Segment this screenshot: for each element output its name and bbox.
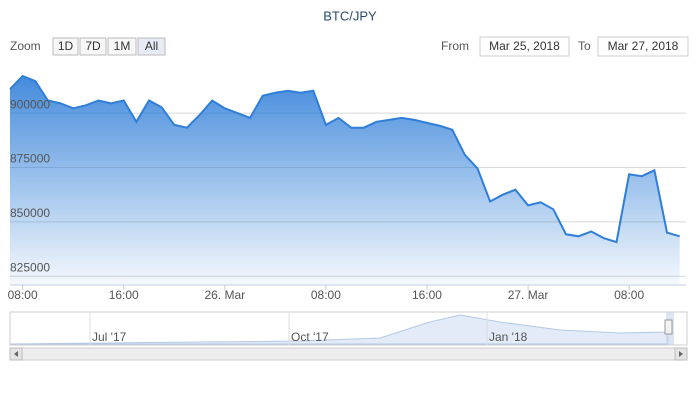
x-tick-label: 16:00 bbox=[109, 288, 139, 302]
scrollbar[interactable] bbox=[9, 347, 688, 361]
x-tick-label: 08:00 bbox=[311, 288, 341, 302]
range-button-label[interactable]: 7D bbox=[85, 39, 101, 53]
from-label: From bbox=[441, 39, 469, 53]
x-tick-label: 26. Mar bbox=[204, 288, 245, 302]
navigator-label: Jul '17 bbox=[92, 330, 127, 344]
series-line bbox=[9, 74, 680, 244]
x-tick-label: 08:00 bbox=[614, 288, 644, 302]
to-label: To bbox=[578, 39, 591, 53]
arrow bbox=[14, 351, 18, 357]
range-button-label[interactable]: All bbox=[145, 39, 158, 53]
navigator-label: Oct '17 bbox=[291, 330, 329, 344]
from-value[interactable]: Mar 25, 2018 bbox=[489, 39, 560, 53]
range-button[interactable]: 1M bbox=[107, 37, 137, 56]
x-tick-label: 27. Mar bbox=[508, 288, 549, 302]
range-button[interactable]: All bbox=[137, 37, 166, 56]
y-tick-label: 850000 bbox=[10, 206, 50, 220]
navigator-handle[interactable] bbox=[664, 319, 673, 335]
chart-title: BTC/JPY bbox=[323, 8, 377, 23]
navigator-label: Jan '18 bbox=[489, 330, 528, 344]
plot-area: 825000 850000 875000 900000 08:00 16:00 26. Ma… bbox=[8, 74, 686, 302]
zoom-label: Zoom bbox=[10, 39, 41, 53]
x-tick-label: 08:00 bbox=[8, 288, 38, 302]
range-button-label[interactable]: 1M bbox=[114, 39, 131, 53]
y-tick-label: 900000 bbox=[10, 97, 50, 111]
range-button[interactable]: 1D bbox=[52, 37, 79, 56]
range-button-label[interactable]: 1D bbox=[58, 39, 74, 53]
area-fill bbox=[10, 76, 680, 285]
y-tick-label: 825000 bbox=[10, 260, 50, 274]
x-tick-label: 16:00 bbox=[412, 288, 442, 302]
range-button[interactable]: 7D bbox=[79, 37, 107, 56]
y-tick-label: 875000 bbox=[10, 152, 50, 166]
from-input[interactable] bbox=[479, 36, 570, 57]
arrow bbox=[679, 351, 683, 357]
to-value[interactable]: Mar 27, 2018 bbox=[608, 39, 679, 53]
to-input[interactable] bbox=[597, 36, 689, 57]
